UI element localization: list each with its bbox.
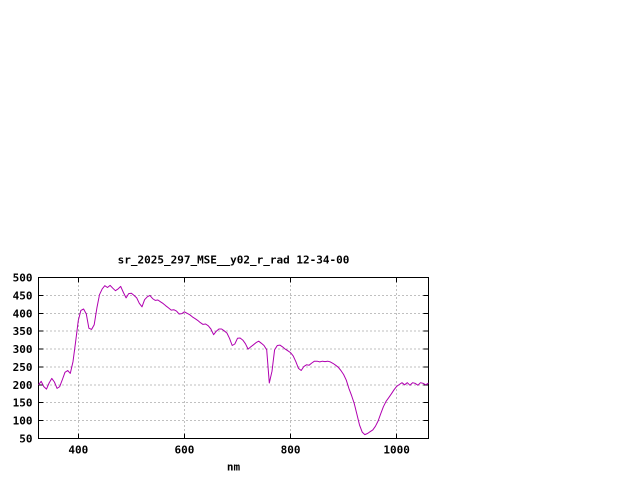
y-tick-label: 500 [13,272,33,285]
x-tick-label: 400 [68,444,88,457]
plot-border [38,277,429,439]
y-tick-label: 400 [13,307,33,320]
y-tick-label: 300 [13,343,33,356]
x-tick-label: 800 [281,444,301,457]
chart-title: sr_2025_297_MSE__y02_r_rad 12-34-00 [118,254,350,267]
y-tick-label: 350 [13,325,33,338]
spectrum-line [38,284,429,436]
axis-tick-labels: 400 600 800 1000 50 100 150 200 250 300 350 400 450 5… [13,272,410,457]
y-tick-label: 250 [13,361,33,374]
y-tick-label: 150 [13,397,33,410]
y-tick-label: 100 [13,415,33,428]
axis-ticks [38,277,429,439]
x-tick-label: 1000 [383,444,410,457]
y-tick-label: 450 [13,289,33,302]
grid-lines [38,277,429,439]
y-tick-label: 50 [19,433,32,446]
x-axis-label: nm [227,461,241,474]
y-tick-label: 200 [13,379,33,392]
x-tick-label: 600 [174,444,194,457]
